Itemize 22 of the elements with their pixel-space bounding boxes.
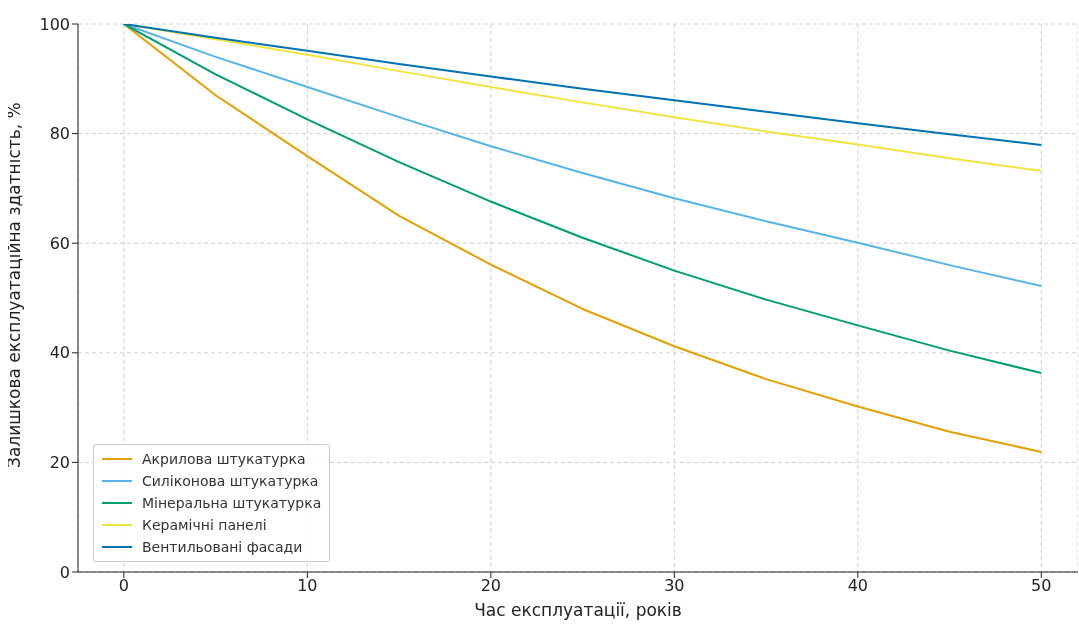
- line-series: [122, 24, 1043, 453]
- legend-label: Мінеральна штукатурка: [142, 495, 322, 511]
- y-tick-label: 20: [49, 453, 70, 473]
- x-tick-label: 30: [664, 576, 685, 596]
- legend-label: Акрилова штукатурка: [142, 451, 306, 467]
- legend-label: Силіконова штукатурка: [142, 473, 319, 489]
- line-series: [122, 24, 1043, 147]
- x-tick-label: 20: [480, 576, 502, 596]
- x-tick-label: 50: [1031, 576, 1052, 596]
- x-axis-title: Час експлуатації, років: [474, 600, 682, 620]
- x-tick-label: 0: [118, 576, 129, 596]
- y-tick-label: 0: [59, 562, 70, 582]
- y-tick-label: 60: [49, 233, 70, 253]
- y-tick-label: 80: [49, 124, 70, 144]
- y-axis-title: Залишкова експлуатаційна здатність, %: [4, 102, 25, 468]
- x-tick-label: 10: [297, 576, 318, 596]
- y-tick-label: 100: [39, 14, 70, 34]
- legend-label: Вентильовані фасади: [142, 539, 303, 555]
- x-tick-label: 40: [847, 576, 868, 596]
- y-tick-label: 40: [49, 343, 70, 363]
- line-series: [122, 24, 1043, 375]
- legend-label: Керамічні панелі: [142, 517, 267, 533]
